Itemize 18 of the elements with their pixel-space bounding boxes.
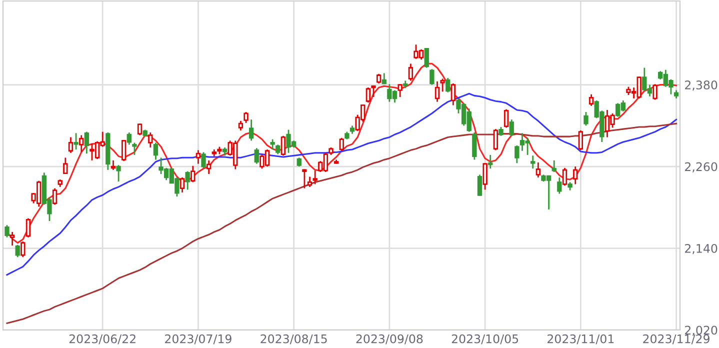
x-tick-label: 2023/06/22 [69, 334, 136, 344]
y-tick-label: 2,260 [685, 162, 718, 172]
y-tick-label: 2,020 [685, 326, 718, 336]
candlestick [557, 176, 562, 194]
x-tick-label: 2023/10/05 [452, 334, 518, 344]
x-tick-label: 2023/07/19 [165, 334, 232, 344]
x-tick-label: 2023/09/08 [356, 334, 423, 344]
candlestick [206, 160, 212, 175]
x-tick-label: 2023/11/01 [548, 334, 614, 344]
x-tick-label: 2023/11/29 [643, 334, 710, 344]
y-tick-label: 2,140 [685, 244, 718, 254]
y-tick-label: 2,380 [685, 80, 718, 91]
candlestick [196, 149, 201, 164]
candlestick [434, 80, 440, 103]
candlestick [488, 154, 493, 170]
x-tick-label: 2023/08/15 [260, 334, 327, 344]
candlestick [79, 134, 84, 153]
candlestick [530, 154, 536, 170]
